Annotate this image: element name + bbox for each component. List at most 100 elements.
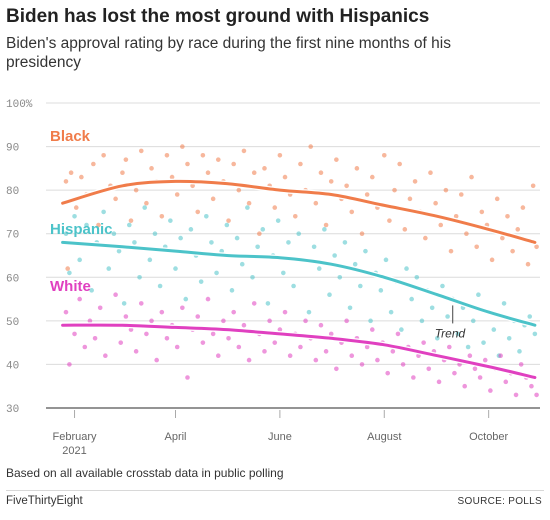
trend-line-white	[61, 323, 537, 379]
data-point-white	[462, 383, 468, 389]
data-point-white	[63, 309, 69, 315]
data-point-black	[494, 196, 500, 202]
data-point-black	[231, 161, 236, 167]
data-point-white	[318, 322, 324, 328]
data-point-hispanic	[465, 344, 471, 350]
data-point-hispanic	[89, 288, 94, 293]
data-point-black	[128, 218, 134, 223]
data-point-black	[510, 248, 515, 254]
data-point-white	[385, 370, 390, 376]
data-point-white	[328, 331, 334, 337]
data-point-white	[529, 383, 534, 389]
data-point-hispanic	[327, 292, 332, 298]
data-point-white	[518, 362, 524, 367]
data-point-hispanic	[332, 253, 337, 258]
data-point-black	[79, 174, 84, 180]
data-point-black	[113, 196, 118, 202]
data-point-hispanic	[501, 301, 507, 306]
data-point-black	[262, 166, 267, 171]
data-point-hispanic	[368, 318, 373, 324]
data-point-black	[530, 183, 536, 189]
data-point-hispanic	[527, 314, 533, 319]
data-point-black	[215, 157, 221, 162]
data-point-hispanic	[481, 340, 486, 345]
trend-line-hispanic	[61, 240, 537, 327]
data-point-black	[241, 148, 247, 154]
data-point-hispanic	[316, 266, 322, 271]
y-tick-label: 100%	[6, 99, 33, 111]
series-label-hispanic: Hispanic	[50, 221, 113, 238]
data-point-white	[154, 357, 159, 363]
data-point-black	[458, 192, 464, 197]
x-tick-label: February	[53, 431, 98, 443]
data-point-hispanic	[337, 274, 343, 280]
data-point-hispanic	[414, 274, 420, 280]
x-tick-sublabel: 2021	[62, 445, 86, 457]
data-point-white	[452, 370, 457, 376]
data-point-black	[313, 200, 319, 206]
data-point-white	[92, 335, 98, 341]
data-point-hispanic	[419, 318, 425, 324]
data-point-hispanic	[265, 301, 271, 306]
data-point-white	[174, 344, 180, 350]
data-point-hispanic	[209, 240, 214, 245]
x-tick-label: October	[469, 431, 508, 443]
data-point-hispanic	[188, 227, 194, 232]
data-point-black	[101, 152, 106, 158]
data-point-hispanic	[178, 235, 183, 241]
data-point-black	[133, 187, 139, 193]
data-point-black	[257, 231, 262, 237]
point-layer	[63, 144, 539, 398]
data-point-black	[479, 209, 485, 215]
chart-subtitle: Biden's approval rating by race during t…	[6, 35, 451, 71]
data-point-hispanic	[111, 231, 117, 237]
data-point-white	[251, 301, 257, 306]
trend-line-black	[61, 179, 537, 244]
y-tick-label: 70	[6, 230, 19, 242]
trend-layer	[59, 178, 538, 381]
data-point-black	[210, 196, 216, 202]
footnote: Based on all available crosstab data in …	[6, 466, 284, 480]
data-point-hispanic	[440, 283, 445, 289]
data-point-white	[236, 344, 242, 350]
data-point-black	[520, 205, 526, 210]
chart-plot: 100% 90 80 70 60 50 40 30 February 2021 April June A…	[6, 99, 540, 457]
data-point-black	[277, 152, 283, 158]
series-label-black: Black	[50, 128, 91, 145]
data-point-white	[205, 296, 211, 302]
trend-annotation-label: Trend	[435, 326, 466, 340]
data-point-white	[185, 375, 190, 380]
data-point-white	[262, 349, 267, 354]
data-point-white	[375, 357, 380, 363]
data-point-black	[144, 200, 149, 206]
data-point-white	[241, 322, 247, 328]
data-point-white	[128, 327, 134, 332]
data-point-hispanic	[409, 296, 414, 302]
data-point-black	[412, 179, 418, 184]
data-point-hispanic	[132, 240, 137, 245]
data-point-hispanic	[296, 231, 302, 237]
data-point-hispanic	[260, 227, 266, 232]
data-point-hispanic	[77, 257, 82, 263]
data-point-hispanic	[67, 270, 72, 276]
data-point-hispanic	[363, 248, 368, 254]
data-point-black	[159, 213, 165, 219]
footer-divider	[6, 490, 544, 491]
data-point-white	[87, 318, 93, 324]
data-point-white	[267, 318, 272, 324]
data-point-hispanic	[101, 209, 106, 215]
data-point-hispanic	[84, 222, 89, 228]
data-point-hispanic	[106, 266, 112, 271]
data-point-hispanic	[229, 288, 235, 293]
data-point-black	[402, 227, 408, 232]
data-point-white	[133, 349, 139, 354]
data-point-hispanic	[347, 305, 353, 311]
data-point-black	[292, 213, 298, 219]
data-point-hispanic	[121, 301, 127, 306]
chart-title: Biden has lost the most ground with Hisp…	[6, 6, 430, 27]
data-point-hispanic	[358, 283, 363, 289]
data-point-hispanic	[250, 274, 255, 280]
data-point-hispanic	[383, 257, 389, 263]
data-point-black	[464, 231, 469, 237]
data-point-white	[426, 366, 432, 372]
